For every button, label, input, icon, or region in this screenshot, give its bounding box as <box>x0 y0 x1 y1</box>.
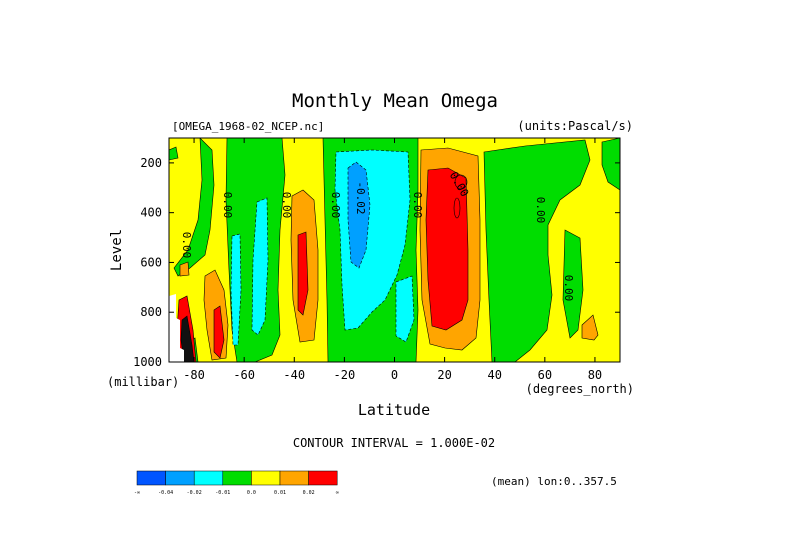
x-tick-label: -40 <box>283 368 305 382</box>
legend-swatch <box>222 470 252 486</box>
legend-swatch <box>165 470 195 486</box>
contour-line <box>454 174 468 190</box>
contour-label: 0.00 <box>534 197 547 224</box>
field-cyan-region <box>230 233 242 346</box>
contour-label: 0.00 <box>411 192 424 219</box>
x-tick-label: -80 <box>183 368 205 382</box>
y-axis-units: (millibar) <box>107 375 179 389</box>
legend-end-label: ∞ <box>336 490 339 496</box>
field-dark-region <box>180 315 195 362</box>
x-axis: -80 -60 -40 -20 0 20 40 60 80 <box>183 138 602 382</box>
x-axis-units: (degrees_north) <box>526 382 634 396</box>
field-cyan-region <box>395 275 415 343</box>
field-red-region <box>425 167 469 331</box>
heatmap-plot <box>169 138 620 362</box>
contour-interval-label: CONTOUR INTERVAL = 1.000E-02 <box>293 436 495 450</box>
field-blue-region <box>347 161 371 269</box>
contour-labels: 0.00 0.00 0.00 0.00 -0.02 0.00 0.00 0.00… <box>180 170 575 302</box>
contour-label: 0.00 <box>221 192 234 219</box>
y-tick-label: 1000 <box>133 355 162 369</box>
contour-label: 0.00 <box>180 232 193 259</box>
legend-swatch <box>136 470 166 486</box>
y-tick-label: 400 <box>140 206 162 220</box>
x-tick-label: 60 <box>538 368 552 382</box>
y-tick-label: 600 <box>140 255 162 269</box>
legend-label: -0.01 <box>215 490 230 496</box>
units-label: (units:Pascal/s) <box>517 119 633 133</box>
x-tick-label: -60 <box>233 368 255 382</box>
legend-label: 0.02 <box>303 490 315 496</box>
x-axis-title: Latitude <box>358 401 430 419</box>
legend-label: -∞ <box>134 490 140 496</box>
legend-label: 0.0 <box>247 490 256 496</box>
x-tick-label: 40 <box>487 368 501 382</box>
y-tick-label: 200 <box>140 156 162 170</box>
color-legend: -∞ -0.04 -0.02 -0.01 0.0 0.01 0.02 ∞ <box>134 470 339 496</box>
file-label: [OMEGA_1968-02_NCEP.nc] <box>172 120 324 133</box>
legend-swatch <box>308 470 338 486</box>
x-tick-label: 20 <box>437 368 451 382</box>
x-tick-label: -20 <box>334 368 356 382</box>
field-red-region <box>297 231 309 316</box>
legend-swatch <box>279 470 309 486</box>
mean-label: (mean) lon:0..357.5 <box>491 475 617 488</box>
field-green-region <box>562 229 584 339</box>
field-green-region <box>601 138 620 191</box>
field-green-region <box>483 139 591 362</box>
contour-label: 0.00 <box>562 275 575 302</box>
x-tick-label: 80 <box>588 368 602 382</box>
field-orange-region <box>179 261 190 277</box>
y-tick-label: 800 <box>140 305 162 319</box>
field-orange-region <box>581 314 599 341</box>
missing-data-region <box>169 294 184 362</box>
chart-title: Monthly Mean Omega <box>292 90 498 112</box>
y-axis: 200 400 600 800 1000 <box>133 156 620 369</box>
legend-swatch <box>193 470 224 486</box>
field-green-region <box>169 146 179 161</box>
contour-label: 0.00 <box>280 192 293 219</box>
legend-label: -0.02 <box>187 490 202 496</box>
contour-label: 0.00 <box>329 192 342 219</box>
legend-label: -0.04 <box>158 490 173 496</box>
legend-label: 0.01 <box>274 490 286 496</box>
field-cyan-region <box>251 197 269 336</box>
contour-label: -0.02 <box>354 181 367 214</box>
contour-line <box>453 197 461 219</box>
legend-swatch <box>251 470 281 486</box>
y-axis-title: Level <box>109 229 125 271</box>
field-red-region <box>213 305 225 359</box>
x-tick-label: 0 <box>391 368 398 382</box>
